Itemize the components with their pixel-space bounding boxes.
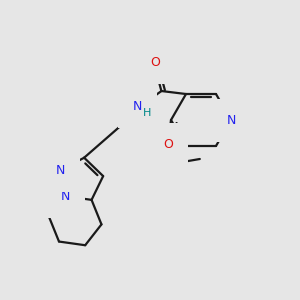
Text: N: N xyxy=(226,113,236,127)
Text: N: N xyxy=(61,190,70,203)
Text: O: O xyxy=(163,138,173,151)
Text: N: N xyxy=(133,100,142,113)
Text: O: O xyxy=(150,56,160,69)
Text: H: H xyxy=(143,108,152,118)
Text: N: N xyxy=(56,164,65,177)
